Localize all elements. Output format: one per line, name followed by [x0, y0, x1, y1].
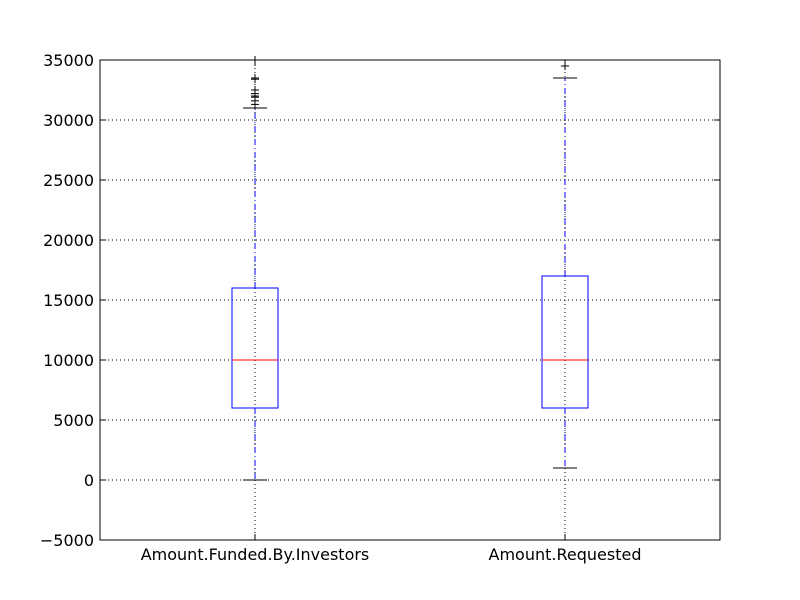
y-axis: −5000 0 5000 10000 15000 20000 25000 30000 35000 [40, 51, 720, 550]
y-tick-label: 0 [84, 471, 94, 490]
x-axis: Amount.Funded.By.Investors Amount.Request… [141, 60, 642, 564]
x-category-label: Amount.Requested [489, 545, 642, 564]
y-tick-label: 15000 [43, 291, 94, 310]
boxes [231, 56, 589, 481]
y-tick-label: 30000 [43, 111, 94, 130]
x-category-label: Amount.Funded.By.Investors [141, 545, 370, 564]
y-tick-label: 20000 [43, 231, 94, 250]
y-tick-label: 10000 [43, 351, 94, 370]
y-tick-label: −5000 [40, 531, 94, 550]
iqr-box [541, 275, 589, 409]
y-tick-label: 25000 [43, 171, 94, 190]
outlier-marker [251, 86, 259, 94]
outlier-marker [251, 74, 259, 82]
box-group [541, 62, 589, 469]
box-group [231, 56, 279, 481]
y-tick-label: 35000 [43, 51, 94, 70]
iqr-box [231, 287, 279, 409]
y-tick-label: 5000 [53, 411, 94, 430]
